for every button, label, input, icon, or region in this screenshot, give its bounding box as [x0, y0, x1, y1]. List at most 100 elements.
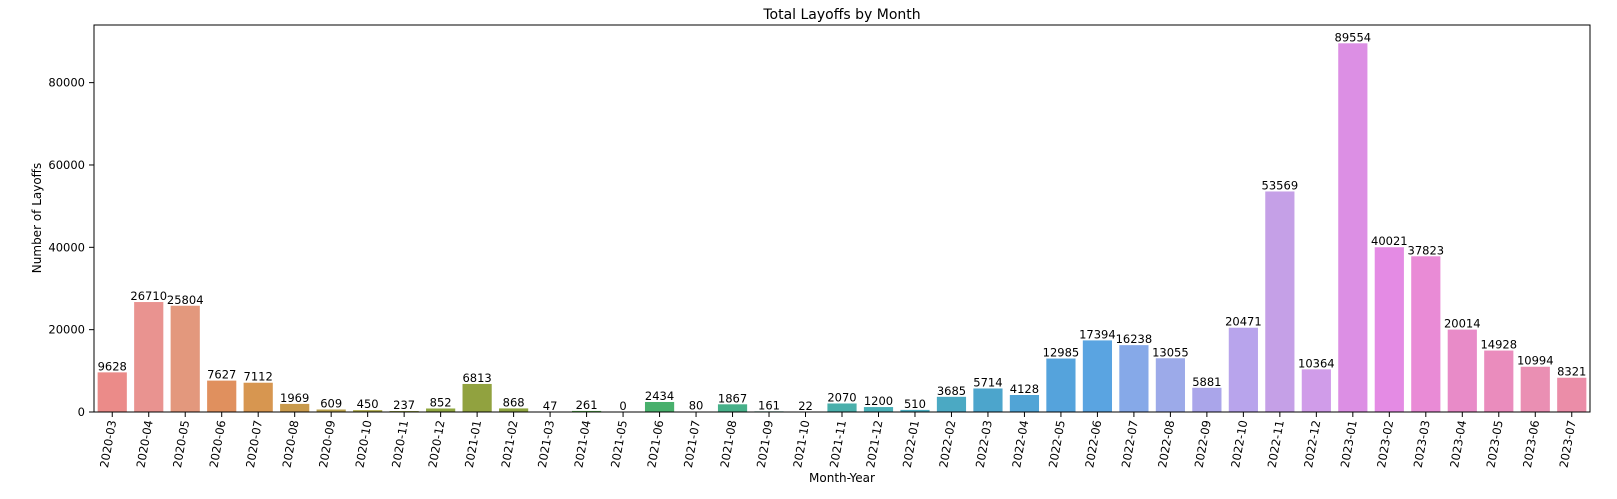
bar-value-label: 2070: [827, 390, 856, 404]
x-tick-label: 2021-06: [644, 419, 666, 469]
bar-value-label: 237: [393, 398, 415, 412]
bar-value-label: 7627: [207, 368, 236, 382]
x-tick-label: 2022-12: [1301, 419, 1323, 469]
y-axis-title: Number of Layoffs: [30, 163, 44, 273]
x-tick-label: 2021-10: [790, 419, 812, 469]
bar-value-label: 868: [503, 395, 525, 409]
x-tick-label: 2020-05: [170, 419, 192, 469]
bar: [1229, 328, 1258, 412]
x-axis-title: Month-Year: [809, 471, 875, 485]
bar: [244, 383, 273, 412]
bar-value-label: 16238: [1116, 332, 1153, 346]
x-tick-label: 2020-04: [134, 419, 156, 469]
bar-value-label: 3685: [937, 384, 966, 398]
x-tick-label: 2023-02: [1374, 419, 1396, 469]
bar-value-label: 37823: [1408, 243, 1445, 257]
bar-value-label: 20471: [1225, 315, 1262, 329]
bar-value-label: 7112: [244, 370, 273, 384]
x-tick-label: 2023-07: [1557, 419, 1579, 469]
bar-value-label: 89554: [1335, 30, 1372, 44]
bar-value-label: 8321: [1557, 365, 1586, 379]
x-tick-label: 2021-05: [608, 419, 630, 469]
bar-value-label: 2434: [645, 389, 674, 403]
x-tick-label: 2020-12: [425, 419, 447, 469]
bar: [171, 306, 200, 412]
bar-value-label: 6813: [462, 371, 491, 385]
bar: [463, 384, 492, 412]
x-tick-label: 2021-01: [462, 419, 484, 469]
bar: [827, 403, 856, 412]
bar: [1448, 330, 1477, 412]
bar-value-label: 17394: [1079, 327, 1116, 341]
bar: [98, 372, 127, 412]
bar: [1192, 388, 1221, 412]
y-tick-label: 60000: [48, 158, 85, 172]
y-tick-label: 80000: [48, 76, 85, 90]
x-tick-label: 2022-11: [1265, 419, 1287, 469]
bar: [1083, 340, 1112, 412]
x-tick-label: 2020-08: [280, 419, 302, 469]
bar-value-label: 5714: [973, 375, 1002, 389]
x-tick-labels: 2020-03 2020-04 2020-05 2020-06 2020-07 2020-…: [97, 419, 1579, 469]
bar-value-label: 0: [619, 399, 626, 413]
x-tick-label: 2022-04: [1009, 419, 1031, 469]
y-tick-label: 40000: [48, 240, 85, 254]
bar: [1411, 256, 1440, 412]
x-tick-label: 2021-08: [717, 419, 739, 469]
bar-value-label: 14928: [1480, 338, 1517, 352]
x-tick-label: 2023-03: [1411, 419, 1433, 469]
bar-value-label: 13055: [1152, 345, 1189, 359]
bar-value-label: 25804: [167, 293, 204, 307]
bar-value-label: 40021: [1371, 234, 1408, 248]
y-tick-label: 0: [78, 405, 85, 419]
x-tick-label: 2022-10: [1228, 419, 1250, 469]
bar-value-label: 26710: [130, 289, 167, 303]
bar: [937, 397, 966, 412]
bar: [1521, 367, 1550, 412]
bar-value-label: 10364: [1298, 356, 1335, 370]
x-tick-label: 2020-03: [97, 419, 119, 469]
bar: [1010, 395, 1039, 412]
bar: [1265, 191, 1294, 412]
bar-value-label: 510: [904, 397, 926, 411]
bar-value-label: 4128: [1010, 382, 1039, 396]
bar: [207, 381, 236, 412]
x-tick-label: 2022-02: [936, 419, 958, 469]
x-tick-label: 2020-09: [316, 419, 338, 469]
bar-value-label: 852: [430, 395, 452, 409]
x-tick-label: 2021-04: [571, 419, 593, 469]
x-tick-label: 2022-09: [1192, 419, 1214, 469]
x-tick-label: 2021-02: [498, 419, 520, 469]
x-tick-label: 2022-03: [973, 419, 995, 469]
x-tick-label: 2020-06: [207, 419, 229, 469]
x-tick-label: 2021-03: [535, 419, 557, 469]
x-tick-label: 2020-07: [243, 419, 265, 469]
bar-value-label: 609: [320, 396, 342, 410]
x-tick-label: 2021-11: [827, 419, 849, 469]
bar: [280, 404, 309, 412]
bar: [1156, 358, 1185, 412]
bar-value-label: 261: [576, 398, 598, 412]
bar: [1046, 359, 1075, 412]
bar: [1557, 378, 1586, 412]
x-tick-label: 2021-12: [863, 419, 885, 469]
bar-value-label: 161: [758, 398, 780, 412]
x-tick-label: 2022-05: [1046, 419, 1068, 469]
bar: [1302, 369, 1331, 412]
bar-value-label: 10994: [1517, 354, 1554, 368]
bar-value-label: 53569: [1262, 178, 1299, 192]
bar: [1484, 351, 1513, 412]
x-tick-label: 2022-07: [1119, 419, 1141, 469]
bar: [1119, 345, 1148, 412]
bar-value-label: 22: [798, 399, 813, 413]
x-tick-label: 2023-01: [1338, 419, 1360, 469]
bar-value-label: 1867: [718, 391, 747, 405]
bar-value-label: 12985: [1043, 346, 1080, 360]
bars: [98, 43, 1587, 412]
x-tick-label: 2020-11: [389, 419, 411, 469]
bar: [973, 388, 1002, 412]
bar: [134, 302, 163, 412]
bar-value-label: 450: [357, 397, 379, 411]
bar-value-label: 80: [689, 399, 704, 413]
